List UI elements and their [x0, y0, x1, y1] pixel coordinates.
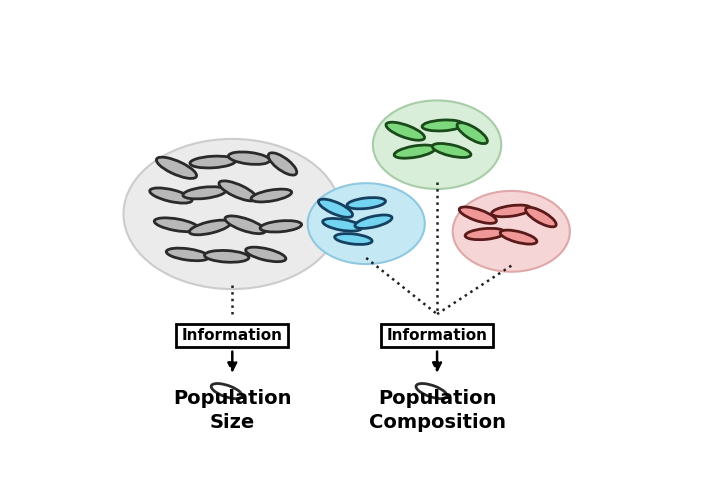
Ellipse shape — [189, 220, 230, 235]
Ellipse shape — [150, 188, 192, 203]
Ellipse shape — [526, 208, 556, 227]
Ellipse shape — [355, 215, 392, 228]
Ellipse shape — [219, 181, 257, 201]
Circle shape — [307, 183, 425, 264]
Ellipse shape — [183, 186, 226, 199]
Circle shape — [124, 139, 341, 289]
Ellipse shape — [457, 122, 487, 144]
Ellipse shape — [500, 230, 537, 244]
Ellipse shape — [416, 384, 447, 398]
Ellipse shape — [156, 157, 197, 178]
Circle shape — [373, 100, 501, 189]
Circle shape — [453, 191, 570, 272]
Ellipse shape — [260, 220, 302, 232]
Ellipse shape — [394, 145, 436, 158]
Ellipse shape — [459, 207, 496, 224]
Ellipse shape — [228, 152, 270, 164]
Ellipse shape — [166, 248, 209, 260]
Ellipse shape — [204, 250, 249, 262]
Ellipse shape — [335, 234, 372, 244]
Ellipse shape — [269, 153, 297, 175]
Ellipse shape — [251, 189, 292, 202]
Text: Information: Information — [181, 328, 283, 343]
Ellipse shape — [246, 247, 286, 262]
Ellipse shape — [318, 199, 353, 218]
Ellipse shape — [211, 384, 242, 398]
Ellipse shape — [225, 216, 265, 234]
Ellipse shape — [154, 218, 199, 232]
Ellipse shape — [465, 228, 505, 239]
Ellipse shape — [386, 122, 425, 140]
Ellipse shape — [323, 218, 361, 231]
FancyBboxPatch shape — [382, 324, 493, 347]
FancyBboxPatch shape — [176, 324, 288, 347]
Ellipse shape — [492, 205, 531, 217]
Ellipse shape — [432, 144, 471, 158]
Text: Population
Size: Population Size — [173, 389, 292, 432]
Text: Information: Information — [387, 328, 487, 343]
Ellipse shape — [347, 198, 385, 209]
Ellipse shape — [422, 120, 463, 131]
Ellipse shape — [190, 156, 235, 168]
Text: Population
Composition: Population Composition — [369, 389, 505, 432]
